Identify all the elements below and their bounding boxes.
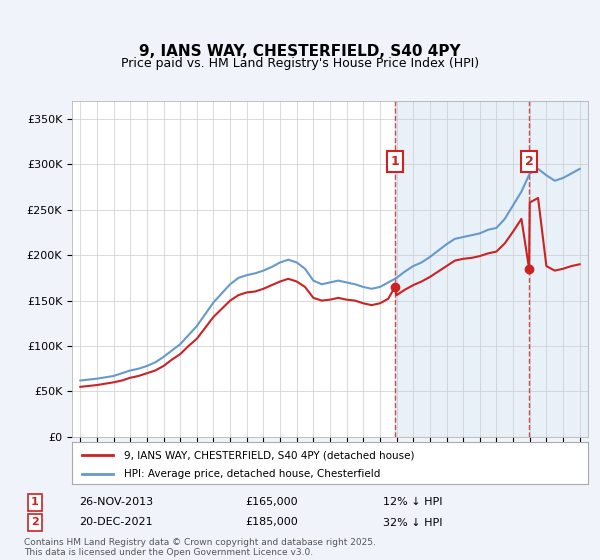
Text: £165,000: £165,000 [245,497,298,507]
Text: £185,000: £185,000 [245,517,298,528]
Text: 1: 1 [31,497,39,507]
Text: 2: 2 [525,155,533,168]
Text: 12% ↓ HPI: 12% ↓ HPI [383,497,442,507]
Text: 2: 2 [31,517,39,528]
Text: HPI: Average price, detached house, Chesterfield: HPI: Average price, detached house, Ches… [124,469,380,479]
Text: 32% ↓ HPI: 32% ↓ HPI [383,517,442,528]
Text: Price paid vs. HM Land Registry's House Price Index (HPI): Price paid vs. HM Land Registry's House … [121,57,479,70]
Text: 9, IANS WAY, CHESTERFIELD, S40 4PY (detached house): 9, IANS WAY, CHESTERFIELD, S40 4PY (deta… [124,450,414,460]
Text: 9, IANS WAY, CHESTERFIELD, S40 4PY: 9, IANS WAY, CHESTERFIELD, S40 4PY [139,44,461,59]
Text: 1: 1 [391,155,399,168]
Text: 20-DEC-2021: 20-DEC-2021 [79,517,153,528]
Text: Contains HM Land Registry data © Crown copyright and database right 2025.
This d: Contains HM Land Registry data © Crown c… [24,538,376,557]
Bar [395,101,588,437]
Text: 26-NOV-2013: 26-NOV-2013 [79,497,154,507]
